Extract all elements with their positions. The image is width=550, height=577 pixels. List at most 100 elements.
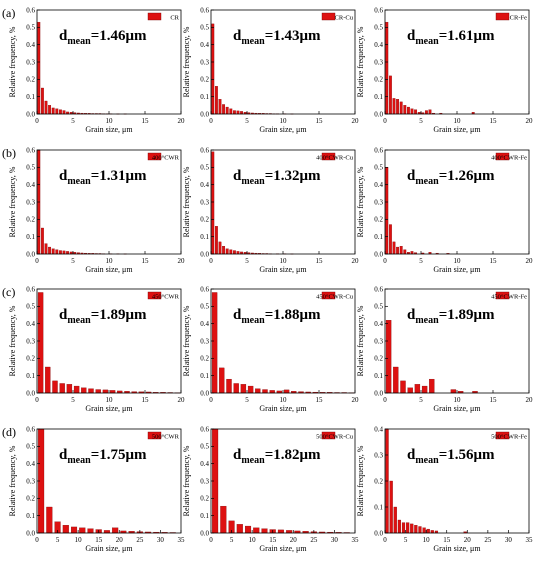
x-tick-label: 15 (316, 117, 324, 125)
y-tick-label: 0.2 (200, 216, 209, 224)
bar (393, 242, 396, 254)
y-axis-title: Relative frequency, % (8, 26, 17, 97)
y-tick-label: 0.2 (374, 355, 383, 363)
x-tick-label: 25 (484, 536, 492, 544)
bar (63, 525, 69, 533)
y-tick-label: 0.4 (374, 181, 383, 189)
bar (393, 367, 398, 393)
mean-subscript: mean (415, 36, 439, 47)
x-tick-label: 15 (490, 257, 498, 265)
bar (63, 251, 66, 254)
x-tick-label: 15 (95, 536, 103, 544)
y-axis-title: Relative frequency, % (356, 166, 365, 237)
y-tick-label: 0.3 (374, 58, 383, 66)
bar (278, 530, 284, 533)
x-tick-label: 20 (290, 536, 298, 544)
x-tick-label: 0 (35, 117, 39, 125)
bar (393, 98, 396, 114)
y-tick-label: 0.0 (200, 529, 209, 537)
bar (396, 247, 399, 254)
mean-value: =1.46μm (91, 28, 147, 44)
y-tick-label: 0.0 (374, 250, 383, 258)
y-tick-label: 0.6 (26, 285, 35, 293)
bar (212, 24, 215, 114)
x-tick-label: 20 (178, 396, 186, 404)
y-tick-label: 0.3 (374, 337, 383, 345)
y-axis-title: Relative frequency, % (356, 305, 365, 376)
row-label-d: (d) (2, 425, 16, 440)
mean-subscript: mean (241, 176, 265, 187)
x-tick-label: 15 (316, 396, 324, 404)
y-tick-label: 0.1 (374, 503, 383, 511)
x-axis-title: Grain size, μm (85, 544, 133, 553)
bar (45, 367, 50, 393)
x-tick-label: 20 (178, 257, 186, 265)
y-tick-label: 0.5 (374, 164, 383, 172)
bar (52, 249, 55, 254)
bar (67, 384, 72, 393)
bar (45, 244, 48, 254)
y-tick-label: 0.1 (26, 233, 35, 241)
plot-frame (385, 289, 529, 393)
x-tick-label: 15 (443, 536, 451, 544)
x-tick-label: 35 (178, 536, 186, 544)
x-axis-title: Grain size, μm (259, 125, 307, 134)
x-tick-label: 5 (419, 396, 423, 404)
mean-subscript: mean (415, 315, 439, 326)
y-tick-label: 0.0 (26, 250, 35, 258)
y-tick-label: 0.6 (374, 285, 383, 293)
x-tick-label: 10 (423, 536, 431, 544)
bar (52, 381, 57, 393)
mean-annotation: dmean=1.89μm (59, 307, 147, 326)
bar (404, 250, 407, 254)
y-tick-label: 0.4 (200, 181, 209, 189)
x-tick-label: 0 (383, 257, 387, 265)
x-axis-title: Grain size, μm (433, 404, 481, 413)
x-axis-title: Grain size, μm (85, 404, 133, 413)
y-tick-label: 0.1 (200, 93, 209, 101)
x-tick-label: 20 (116, 536, 124, 544)
y-axis-title: Relative frequency, % (182, 445, 191, 516)
bar (408, 388, 413, 393)
x-tick-label: 25 (310, 536, 318, 544)
legend-label: 500°CWR (152, 434, 180, 441)
bar (414, 525, 417, 533)
y-tick-label: 0.3 (200, 477, 209, 485)
y-tick-label: 0.1 (374, 372, 383, 380)
bar (451, 390, 456, 393)
x-axis-title: Grain size, μm (259, 404, 307, 413)
row-label-a: (a) (2, 6, 15, 21)
x-axis-title: Grain size, μm (433, 265, 481, 274)
y-tick-label: 0.6 (374, 146, 383, 154)
mean-subscript: mean (241, 455, 265, 466)
bar (390, 481, 393, 533)
legend-swatch (148, 13, 161, 20)
x-axis-title: Grain size, μm (85, 125, 133, 134)
bar (59, 110, 62, 114)
mean-subscript: mean (67, 315, 91, 326)
bar (400, 246, 403, 254)
y-tick-label: 0.2 (26, 216, 35, 224)
bar (253, 528, 259, 533)
bar (422, 386, 427, 393)
bar (429, 379, 434, 393)
y-tick-label: 0.1 (26, 372, 35, 380)
mean-subscript: mean (67, 176, 91, 187)
bar (404, 105, 407, 114)
y-axis-title: Relative frequency, % (356, 445, 365, 516)
x-tick-label: 20 (526, 117, 534, 125)
x-tick-label: 30 (331, 536, 339, 544)
bar (48, 105, 51, 114)
bar (48, 247, 51, 254)
bar (423, 528, 426, 533)
x-tick-label: 10 (249, 536, 257, 544)
x-tick-label: 0 (383, 536, 387, 544)
bar (237, 524, 243, 533)
y-tick-label: 0.5 (200, 303, 209, 311)
x-axis-title: Grain size, μm (85, 265, 133, 274)
bar (411, 109, 414, 114)
